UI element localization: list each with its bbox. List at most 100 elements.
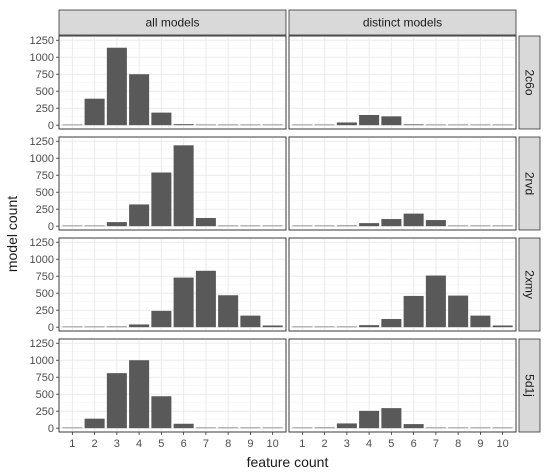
bar: [448, 124, 469, 126]
bar: [195, 124, 216, 126]
bar: [425, 427, 446, 429]
bar: [173, 423, 194, 429]
bar: [448, 225, 469, 227]
bar: [129, 74, 150, 126]
bar: [336, 122, 357, 126]
y-tick-label: 500: [36, 389, 54, 401]
column-strip: [58, 9, 287, 36]
y-tick-label: 250: [36, 103, 54, 115]
bar: [129, 204, 150, 227]
column-strip-label: all models: [145, 16, 199, 30]
bar: [218, 225, 239, 227]
bar: [262, 325, 283, 328]
x-tick-label: 9: [247, 438, 253, 450]
bar: [240, 124, 261, 126]
bar: [470, 225, 491, 227]
y-tick-label: 250: [36, 204, 54, 216]
panel-border: [58, 338, 287, 433]
bar: [151, 172, 172, 227]
y-tick-label: 500: [36, 187, 54, 199]
bar: [62, 326, 83, 328]
bar: [106, 373, 127, 429]
bar: [425, 275, 446, 328]
y-tick-label: 0: [48, 322, 54, 334]
bar: [336, 423, 357, 429]
bar: [240, 315, 261, 328]
x-tick-label: 1: [69, 438, 75, 450]
x-tick-label: 1: [299, 438, 305, 450]
bar: [173, 277, 194, 328]
bar: [84, 98, 105, 126]
bar: [240, 225, 261, 227]
bar: [218, 427, 239, 429]
x-axis-title: feature count: [247, 454, 329, 470]
x-tick-label: 2: [92, 438, 98, 450]
bar: [470, 427, 491, 429]
bar: [84, 225, 105, 227]
y-tick-label: 500: [36, 86, 54, 98]
column-strip: [288, 9, 517, 36]
panel-border: [58, 35, 287, 130]
bar: [62, 427, 83, 429]
x-tick-label: 4: [366, 438, 372, 450]
x-tick-label: 4: [136, 438, 142, 450]
bar: [492, 124, 513, 126]
row-strip-label: 2c6o: [523, 69, 537, 95]
bar: [129, 324, 150, 328]
bar: [173, 145, 194, 227]
bar: [470, 315, 491, 328]
x-tick-label: 5: [158, 438, 164, 450]
y-tick-label: 1000: [30, 355, 54, 367]
bar: [195, 270, 216, 328]
y-tick-label: 250: [36, 305, 54, 317]
bar: [151, 310, 172, 328]
y-tick-label: 750: [36, 170, 54, 182]
y-tick-label: 1250: [30, 35, 54, 47]
bar: [381, 319, 402, 328]
x-tick-label: 5: [388, 438, 394, 450]
bar: [292, 427, 313, 429]
bar: [381, 116, 402, 126]
y-tick-label: 1000: [30, 153, 54, 165]
y-tick-label: 1250: [30, 136, 54, 148]
bar: [448, 427, 469, 429]
bar: [106, 47, 127, 126]
y-tick-label: 250: [36, 406, 54, 418]
bar: [381, 408, 402, 429]
y-tick-label: 750: [36, 271, 54, 283]
x-tick-label: 2: [322, 438, 328, 450]
bar: [359, 410, 380, 429]
bar: [314, 124, 335, 126]
panel-border: [288, 338, 517, 433]
bar: [151, 112, 172, 126]
x-tick-label: 3: [344, 438, 350, 450]
column-strip-label: distinct models: [363, 16, 442, 30]
bar: [292, 326, 313, 328]
panel-border: [58, 136, 287, 231]
x-tick-label: 8: [455, 438, 461, 450]
bar: [240, 427, 261, 429]
row-strip-label: 2rvd: [523, 172, 537, 195]
row-strip: [518, 35, 541, 130]
bar: [359, 325, 380, 328]
panel-border: [288, 237, 517, 332]
x-tick-label: 6: [181, 438, 187, 450]
bar: [262, 225, 283, 227]
row-strip-label: 5d1j: [523, 374, 537, 397]
bar: [403, 124, 424, 126]
row-strip: [518, 136, 541, 231]
x-tick-label: 7: [433, 438, 439, 450]
x-tick-label: 8: [225, 438, 231, 450]
bar: [84, 418, 105, 429]
panel-border: [288, 136, 517, 231]
y-tick-label: 1000: [30, 52, 54, 64]
bar: [425, 220, 446, 227]
bar: [470, 124, 491, 126]
bar: [403, 213, 424, 227]
y-tick-label: 1000: [30, 254, 54, 266]
row-strip: [518, 338, 541, 433]
bar: [262, 427, 283, 429]
bar: [336, 225, 357, 227]
bar: [106, 326, 127, 328]
panel-border: [288, 35, 517, 130]
